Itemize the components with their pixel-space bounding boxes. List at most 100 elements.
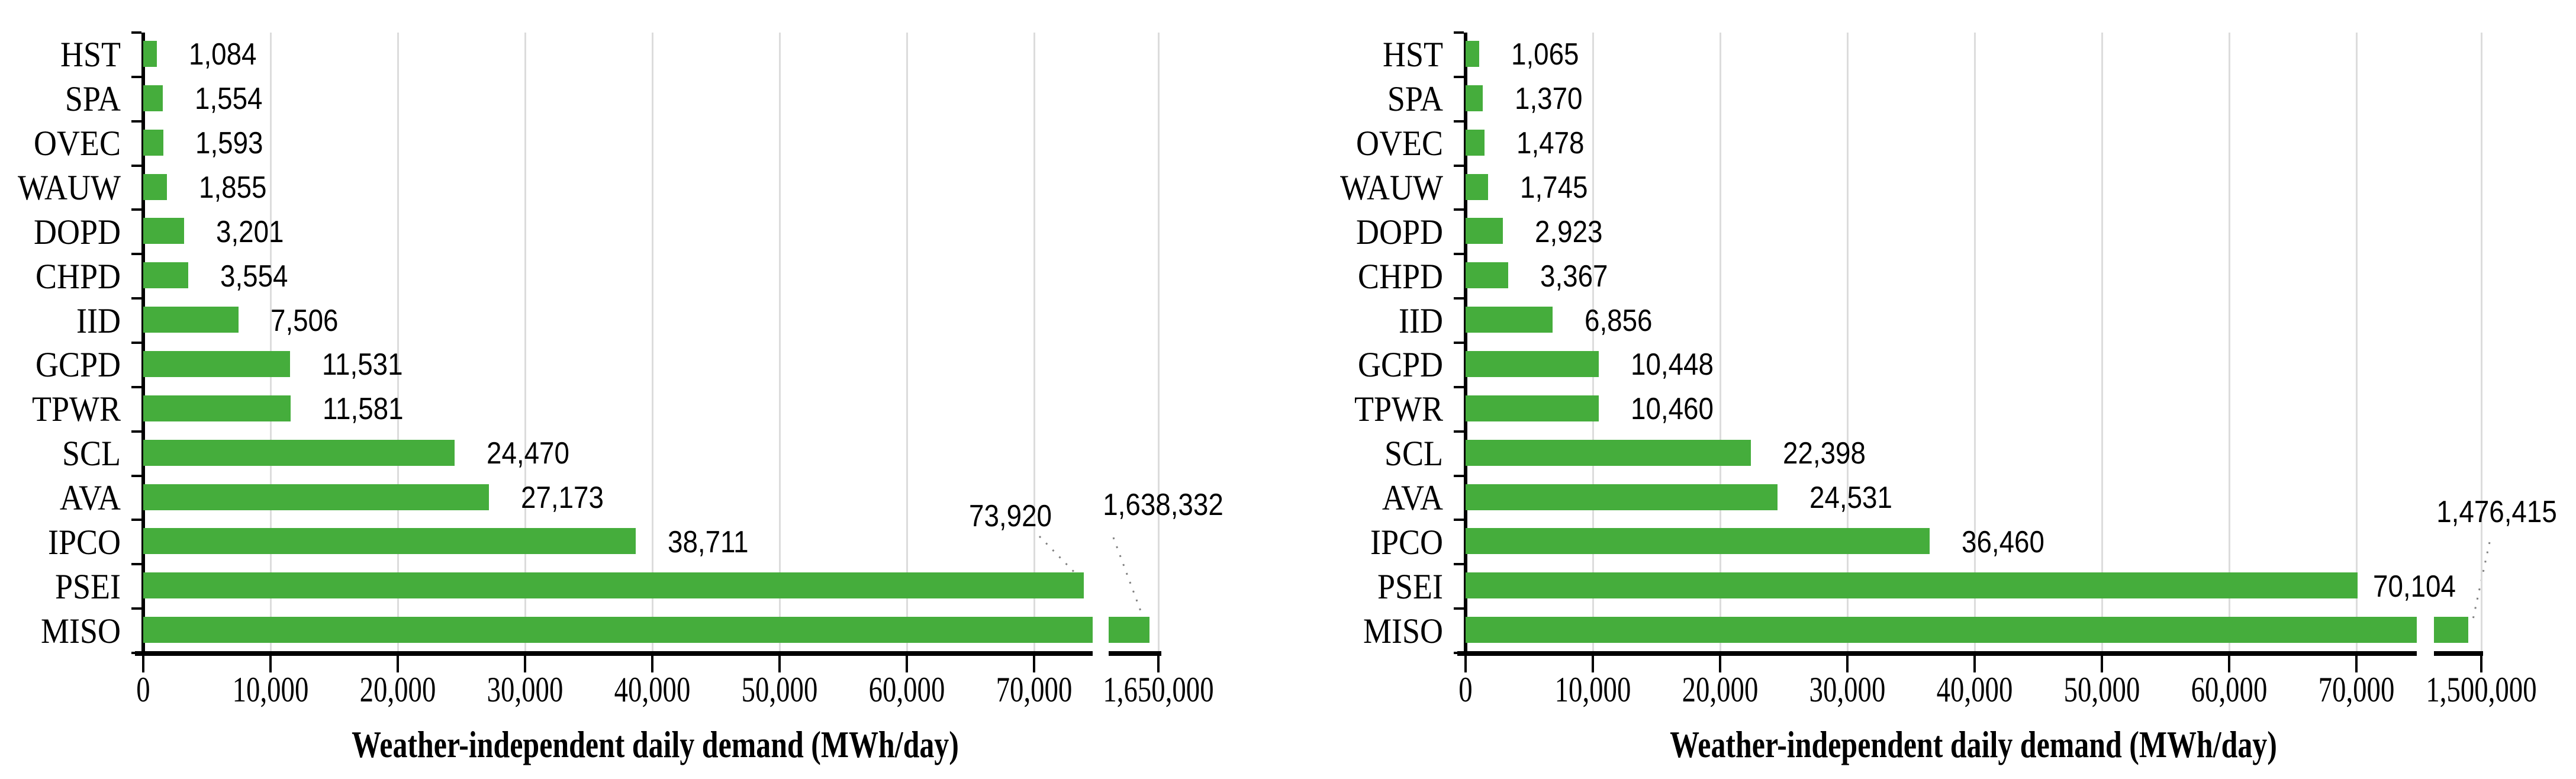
value-label-spa: 1,554 <box>195 82 263 117</box>
value-label-ovec: 1,593 <box>195 126 263 161</box>
value-label-ovec: 1,478 <box>1516 126 1585 161</box>
value-label-miso: 1,638,332 <box>1103 488 1223 522</box>
value-label-miso: 1,476,415 <box>2436 495 2557 529</box>
x-axis-tick-mark <box>2101 656 2103 672</box>
y-axis-tick-mark <box>131 519 141 522</box>
x-axis-tick-mark <box>1464 656 1467 672</box>
value-label-tpwr: 11,581 <box>323 392 404 427</box>
bar-ipco <box>1466 528 1930 555</box>
value-label-psei: 73,920 <box>969 499 1052 533</box>
bar-hst <box>143 41 157 67</box>
y-axis-line <box>141 33 145 656</box>
y-axis-tick-mark <box>1454 607 1464 610</box>
x-axis-tick-label: 30,000 <box>487 670 564 709</box>
category-label-psei: PSEI <box>1377 566 1443 606</box>
x-axis-tick-label-broken: 1,500,000 <box>2426 670 2537 709</box>
x-axis-line-main <box>1457 651 2417 656</box>
x-axis-line-after-break <box>1109 651 1161 656</box>
gridline <box>1033 33 1035 651</box>
y-axis-tick-mark <box>131 75 141 78</box>
value-label-psei: 70,104 <box>2373 569 2456 604</box>
y-axis-tick-mark <box>1454 474 1464 477</box>
x-axis-tick-mark <box>2228 656 2230 672</box>
x-axis-tick-label: 0 <box>136 670 150 709</box>
x-axis-line-after-break <box>2434 651 2483 656</box>
gridline <box>652 33 653 651</box>
value-label-ipco: 38,711 <box>668 524 749 559</box>
bar-psei <box>143 572 1084 599</box>
bar-psei <box>1466 572 2358 599</box>
bar-dopd <box>1466 218 1503 244</box>
y-axis-tick-mark <box>1454 75 1464 78</box>
category-label-gcpd: GCPD <box>35 345 121 385</box>
x-axis-tick-label: 70,000 <box>2318 670 2395 709</box>
x-axis-tick-label-broken: 1,650,000 <box>1103 670 1214 709</box>
gridline <box>270 33 272 651</box>
category-label-iid: IID <box>76 301 121 340</box>
x-axis-tick-label: 20,000 <box>359 670 436 709</box>
gridline <box>1974 33 1976 651</box>
y-axis-tick-mark <box>131 342 141 344</box>
bar-ava <box>1466 484 1778 510</box>
category-label-hst: HST <box>1382 35 1443 75</box>
y-axis-tick-mark <box>131 120 141 123</box>
bar-hst <box>1466 41 1479 67</box>
x-axis-line-main <box>135 651 1093 656</box>
bar-miso <box>1466 617 2417 643</box>
x-axis-tick-mark <box>524 656 526 672</box>
x-axis-tick-mark <box>651 656 653 672</box>
value-label-tpwr: 10,460 <box>1631 392 1714 427</box>
x-axis-tick-label: 50,000 <box>741 670 818 709</box>
y-axis-tick-mark <box>131 253 141 256</box>
x-axis-tick-mark-broken <box>1157 656 1160 672</box>
category-label-miso: MISO <box>1363 611 1443 651</box>
x-axis-tick-mark <box>2355 656 2358 672</box>
bar-scl <box>143 439 455 466</box>
category-label-tpwr: TPWR <box>31 390 121 429</box>
bar-ipco <box>143 528 636 555</box>
x-axis-tick-label: 50,000 <box>2063 670 2140 709</box>
bar-chpd <box>143 262 188 289</box>
category-label-chpd: CHPD <box>1357 256 1443 296</box>
category-label-iid: IID <box>1399 301 1443 340</box>
x-axis-tick-mark-broken <box>2480 656 2482 672</box>
category-label-ava: AVA <box>1382 478 1443 517</box>
x-axis-tick-label: 40,000 <box>614 670 691 709</box>
value-label-iid: 6,856 <box>1585 303 1653 338</box>
x-axis-tick-label: 30,000 <box>1809 670 1886 709</box>
bar-spa <box>1466 85 1483 111</box>
category-label-ipco: IPCO <box>1370 522 1443 562</box>
x-axis-tick-mark <box>1719 656 1721 672</box>
y-axis-tick-mark <box>1454 208 1464 211</box>
bar-tpwr <box>143 395 291 421</box>
gridline <box>779 33 781 651</box>
bar-spa <box>143 85 163 111</box>
y-axis-tick-mark <box>131 297 141 300</box>
y-axis-tick-mark <box>1454 253 1464 256</box>
category-label-scl: SCL <box>1384 434 1443 474</box>
x-axis-title-left: Weather-independent daily demand (MWh/da… <box>352 723 959 765</box>
category-label-miso: MISO <box>40 611 121 651</box>
y-axis-tick-mark <box>1454 120 1464 123</box>
x-axis-tick-mark <box>1973 656 1976 672</box>
gridline <box>1592 33 1594 651</box>
value-label-ava: 24,531 <box>1809 481 1892 515</box>
bar-iid <box>1466 307 1553 333</box>
leader-line-miso <box>1112 537 1144 616</box>
category-label-ovec: OVEC <box>1355 124 1443 163</box>
y-axis-tick-mark <box>1454 342 1464 344</box>
bar-miso <box>143 617 1093 643</box>
gridline-broken-axis <box>1158 33 1160 651</box>
category-label-ava: AVA <box>59 478 121 517</box>
bar-ava <box>143 484 489 510</box>
category-label-tpwr: TPWR <box>1354 390 1443 429</box>
value-label-hst: 1,065 <box>1511 37 1579 72</box>
x-axis-tick-label: 70,000 <box>996 670 1073 709</box>
bar-miso-after-break <box>2434 617 2468 643</box>
bar-scl <box>1466 439 1751 466</box>
category-label-dopd: DOPD <box>1355 212 1443 252</box>
x-axis-tick-mark <box>142 656 144 672</box>
x-axis-tick-label: 20,000 <box>1682 670 1759 709</box>
gridline <box>524 33 526 651</box>
